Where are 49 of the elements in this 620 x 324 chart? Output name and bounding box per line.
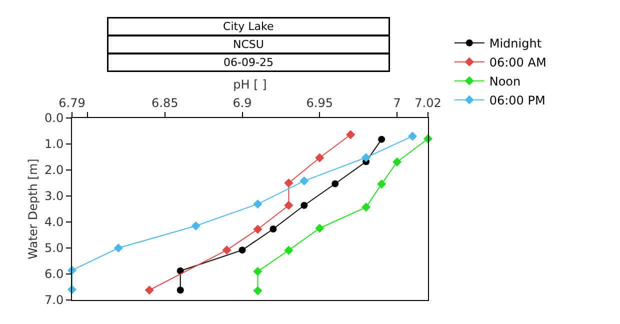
legend-label: 06:00 PM [489,94,546,108]
point [191,221,200,230]
point [253,224,262,234]
point [378,136,386,143]
y-tick-label: 3.0 [44,189,64,204]
y-tick-label: 1.0 [44,137,64,152]
chart-title: City Lake [223,20,274,33]
point [362,202,371,212]
y-axis-title: Water Depth [m] [26,158,40,260]
point [362,152,371,162]
y-tick-label: 2.0 [44,163,64,178]
point [332,180,339,188]
point [346,130,356,140]
text: 06-09-25 [224,56,274,69]
x-tick-label: 7.02 [414,96,442,110]
point [300,202,308,209]
point [284,246,294,255]
point [300,176,309,186]
y-tick-label: 4.0 [44,215,64,230]
point [377,179,386,189]
point [114,243,123,253]
point [315,153,324,162]
point [408,132,418,141]
y-tick-label: 5.0 [44,241,64,256]
legend-label: Noon [489,74,521,89]
x-tick-label: 6.85 [152,96,178,110]
x-tick-label: 6.9 [232,96,252,110]
point [270,226,277,233]
x-axis-title: pH [ ] [233,78,267,92]
x-tick-label: 6.95 [306,96,334,110]
point [253,286,262,296]
point [176,286,184,294]
x-tick-label: 7 [393,96,401,110]
y-tick-label: 6.0 [44,267,64,282]
chart-subtitle: NCSU [233,38,264,51]
point [253,266,262,276]
point [392,157,402,166]
point [238,246,246,254]
x-tick-label: 6.79 [58,96,86,110]
point [284,200,294,210]
point [222,246,232,255]
point [315,224,324,233]
y-tick-label: 0.0 [44,111,64,126]
legend-label: 06:00 AM [489,56,546,70]
point [253,200,262,209]
point [144,286,154,295]
legend-label: Midnight [489,36,542,51]
y-tick-label: 7.0 [44,293,64,308]
point [284,178,294,188]
